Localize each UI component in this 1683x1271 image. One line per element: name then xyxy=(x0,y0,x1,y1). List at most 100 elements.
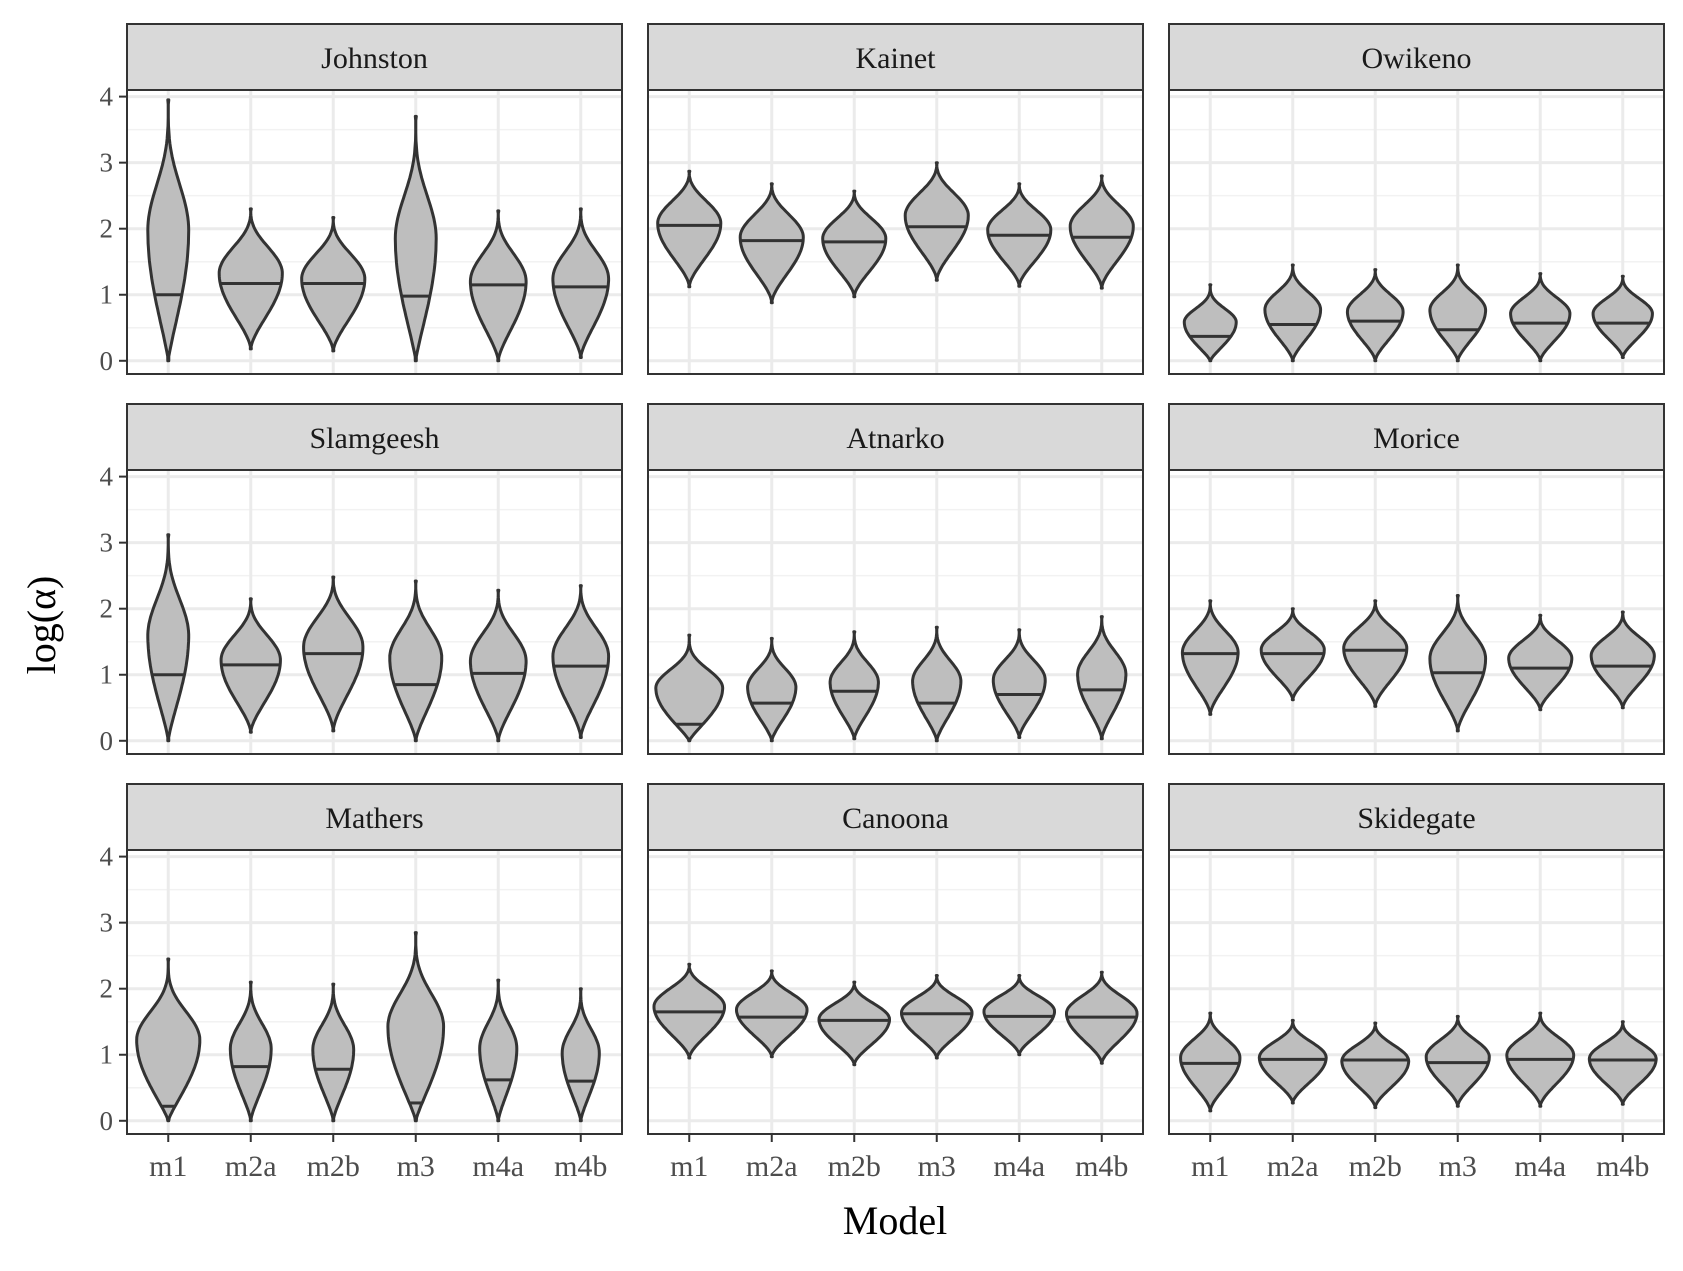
y-tick-label: 2 xyxy=(100,214,114,244)
violin-canoona-m2a xyxy=(735,969,809,1059)
panel-skidegate: Skidegate m1 m2a m2b m3 m4a m4b xyxy=(1168,783,1665,1183)
violin-johnston-m3 xyxy=(393,114,438,363)
violin-owikeno-m4b xyxy=(1591,274,1654,359)
panel-title: Kainet xyxy=(856,42,937,75)
panel-strip xyxy=(1168,403,1665,471)
y-tick-label: 2 xyxy=(100,594,114,624)
y-tick-label: 0 xyxy=(100,346,114,376)
panel-canoona: Canoona m1 m2a m2b m3 m4a m4b xyxy=(647,783,1144,1183)
panel-border xyxy=(126,89,623,375)
violin-kainet-m3 xyxy=(903,161,970,282)
violin-mathers-m3 xyxy=(386,931,446,1123)
panel-morice: Morice xyxy=(1168,403,1665,755)
x-axis-title: Model xyxy=(843,1198,947,1243)
panel-title: Owikeno xyxy=(1362,42,1472,75)
y-tick-label: 3 xyxy=(100,148,114,178)
violin-owikeno-m2a xyxy=(1263,263,1323,363)
y-tick-label: 0 xyxy=(100,1106,114,1136)
panel-border xyxy=(1168,849,1665,1135)
x-tick-label: m3 xyxy=(1439,1150,1477,1183)
violin-kainet-m2b xyxy=(821,189,888,299)
violin-kainet-m2a xyxy=(738,182,805,305)
y-tick-label: 0 xyxy=(100,726,114,756)
panel-border xyxy=(1168,469,1665,755)
y-tick-label: 1 xyxy=(100,660,114,690)
violin-mathers-m2a xyxy=(228,980,273,1123)
y-tick-label: 3 xyxy=(100,908,114,938)
panel-title: Skidegate xyxy=(1357,802,1475,835)
x-tick-label: m4a xyxy=(1514,1150,1566,1183)
violin-atnarko-m4b xyxy=(1076,615,1128,741)
y-tick-label: 2 xyxy=(100,974,114,1004)
x-tick-label: m4a xyxy=(472,1150,524,1183)
x-tick-label: m1 xyxy=(1191,1150,1229,1183)
x-tick-label: m2b xyxy=(307,1150,360,1183)
violin-canoona-m3 xyxy=(900,974,974,1060)
violin-mathers-m4a xyxy=(478,978,519,1123)
panel-border xyxy=(647,89,1144,375)
x-tick-label: m2b xyxy=(1349,1150,1402,1183)
violin-skidegate-m4b xyxy=(1587,1020,1658,1106)
plot-background xyxy=(1169,90,1664,374)
violin-morice-m1 xyxy=(1180,599,1240,716)
x-tick-label: m2a xyxy=(225,1150,277,1183)
panel-title: Atnarko xyxy=(846,422,944,455)
plot-background xyxy=(1169,850,1664,1134)
violin-atnarko-m1 xyxy=(654,633,725,743)
panel-border xyxy=(126,849,623,1135)
violin-slamgeesh-m4b xyxy=(551,584,611,739)
x-tick-label: m2a xyxy=(1267,1150,1319,1183)
panel-border xyxy=(647,849,1144,1135)
panel-strip xyxy=(647,403,1144,471)
panel-border xyxy=(647,469,1144,755)
violin-mathers-m1 xyxy=(135,957,202,1123)
violin-atnarko-m2a xyxy=(746,636,798,743)
plot-background xyxy=(1169,470,1664,754)
panel-title: Slamgeesh xyxy=(310,422,440,455)
panel-mathers: Mathers 0 1 2 3 4 m1 m2a m2b m3 m4a m4b xyxy=(100,783,623,1183)
panel-kainet: Kainet xyxy=(647,23,1144,375)
x-tick-label: m3 xyxy=(918,1150,956,1183)
panel-strip xyxy=(126,23,623,91)
x-tick-label: m1 xyxy=(149,1150,187,1183)
violin-skidegate-m2a xyxy=(1257,1018,1328,1105)
x-tick-label: m2a xyxy=(746,1150,798,1183)
y-tick-label: 1 xyxy=(100,280,114,310)
violin-johnston-m2a xyxy=(217,207,284,351)
violin-morice-m2b xyxy=(1342,599,1409,708)
panel-slamgeesh: Slamgeesh 0 1 2 3 4 xyxy=(100,403,623,756)
violin-kainet-m1 xyxy=(656,169,723,289)
panel-johnston: Johnston 0 1 2 3 4 xyxy=(100,23,623,376)
violin-mathers-m2b xyxy=(311,982,356,1123)
panel-strip xyxy=(647,783,1144,851)
plot-background xyxy=(648,90,1143,374)
panel-title: Mathers xyxy=(325,802,423,835)
panel-title: Morice xyxy=(1373,422,1460,455)
plot-background xyxy=(648,850,1143,1134)
panel-title: Canoona xyxy=(842,802,949,835)
x-tick-label: m4a xyxy=(993,1150,1045,1183)
violin-johnston-m4b xyxy=(551,207,611,359)
panel-strip xyxy=(126,783,623,851)
violin-slamgeesh-m4a xyxy=(468,588,528,743)
violin-skidegate-m2b xyxy=(1340,1021,1411,1110)
panel-owikeno: Owikeno xyxy=(1168,23,1665,375)
x-tick-label: m1 xyxy=(670,1150,708,1183)
violin-mathers-m4b xyxy=(560,987,601,1123)
violin-slamgeesh-m3 xyxy=(388,579,444,743)
violin-morice-m4b xyxy=(1589,610,1656,710)
panel-strip xyxy=(1168,23,1665,91)
y-tick-label: 3 xyxy=(100,528,114,558)
panel-border xyxy=(1168,89,1665,375)
panel-title: Johnston xyxy=(321,42,428,75)
violin-owikeno-m2b xyxy=(1345,268,1405,363)
violin-canoona-m2b xyxy=(817,980,891,1067)
violin-slamgeesh-m1 xyxy=(146,533,191,743)
violin-kainet-m4b xyxy=(1068,174,1135,290)
violin-owikeno-m4a xyxy=(1509,272,1572,363)
violin-atnarko-m4a xyxy=(991,628,1047,739)
x-tick-label: m2b xyxy=(828,1150,881,1183)
violin-morice-m3 xyxy=(1428,594,1488,733)
